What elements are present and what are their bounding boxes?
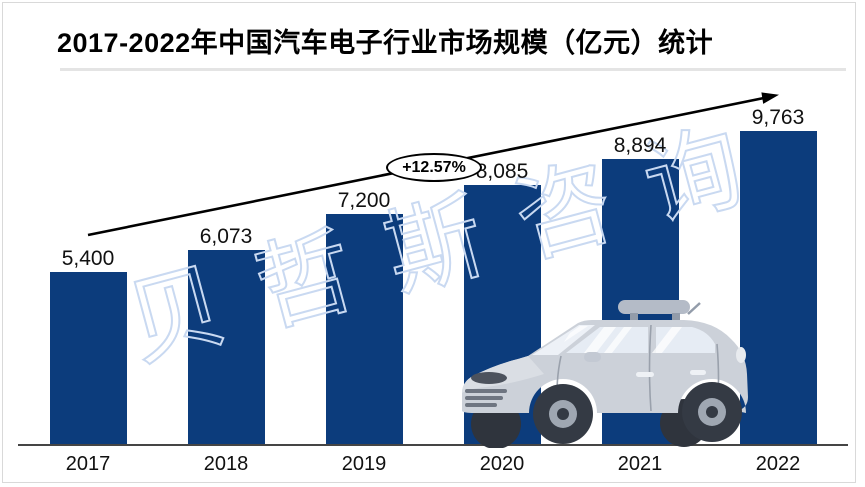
growth-rate-label: +12.57% (402, 158, 466, 176)
bar-value-label: 7,200 (337, 189, 391, 212)
x-axis-label: 2022 (755, 453, 801, 475)
bar-2017 (49, 272, 127, 446)
bar-value-label: 8,894 (613, 134, 667, 157)
x-axis-label: 2020 (479, 453, 525, 475)
car-grille-icon (465, 389, 507, 407)
car-windshield (532, 325, 595, 355)
car-headlight-icon (471, 372, 507, 384)
canvas-border-frame (2, 2, 856, 483)
bar-value-label: 9,763 (751, 106, 805, 129)
chart-title: 2017-2022年中国汽车电子行业市场规模（亿元）统计 (57, 28, 714, 58)
car-illustration (462, 300, 748, 448)
car-roof-mount (672, 313, 680, 320)
x-axis-line (18, 444, 848, 446)
car-tail-lamp-icon (736, 347, 746, 363)
car-door-handle (690, 370, 706, 375)
car-front-window (566, 327, 648, 353)
bar-value-label: 6,073 (199, 225, 253, 248)
x-axis-label: 2017 (65, 453, 111, 475)
car-roof-mount (630, 313, 638, 320)
car-rear-wheel-icon (682, 382, 742, 442)
car-door-handle (636, 372, 654, 377)
growth-rate-badge: +12.57% (386, 153, 482, 182)
window-glare (564, 326, 682, 353)
x-axis-label: 2021 (617, 453, 663, 475)
car-roof-box-icon (618, 300, 690, 314)
car-front-wheel-icon (533, 384, 593, 444)
bar-2019 (325, 214, 403, 446)
bar-value-label: 5,400 (61, 247, 115, 270)
car-mirror-icon (584, 352, 601, 362)
title-underline (60, 68, 846, 71)
x-axis-label: 2019 (341, 453, 387, 475)
bar-2018 (187, 250, 265, 446)
car-antenna-icon (687, 302, 701, 315)
x-axis-label: 2018 (203, 453, 249, 475)
